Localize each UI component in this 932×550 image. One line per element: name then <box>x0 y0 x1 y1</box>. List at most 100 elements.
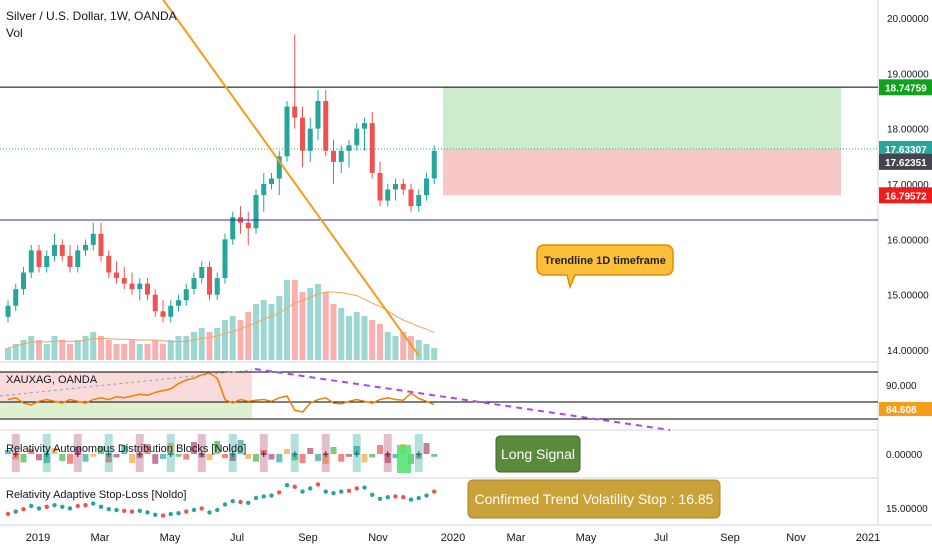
candle-body[interactable] <box>13 289 19 306</box>
volume-label: Vol <box>6 26 23 40</box>
candle-body[interactable] <box>269 178 274 184</box>
distribution-highlight <box>259 434 268 472</box>
candle-body[interactable] <box>98 233 104 256</box>
blocks-pane[interactable]: + + + + + + + + + + + + + + Relativity Autonomous Dis… <box>5 434 923 473</box>
candle-body[interactable] <box>276 156 282 179</box>
candle-body[interactable] <box>214 278 220 295</box>
stoploss-dot <box>300 489 305 494</box>
volume-bar <box>431 348 438 360</box>
distribution-block <box>36 454 42 461</box>
volume-bar <box>12 344 19 360</box>
trendline[interactable] <box>162 0 420 357</box>
volume-bar <box>245 312 252 360</box>
candle-body[interactable] <box>207 267 212 295</box>
candle-body[interactable] <box>75 250 81 267</box>
volatility-stop-badge[interactable]: Confirmed Trend Volatility Stop : 16.85 <box>467 479 721 519</box>
candle-body[interactable] <box>369 123 375 173</box>
distribution-highlight <box>104 434 113 472</box>
candle-body[interactable] <box>354 128 360 146</box>
candle-body[interactable] <box>114 272 119 279</box>
distribution-block <box>144 444 151 454</box>
candle-body[interactable] <box>191 278 197 290</box>
candle-body[interactable] <box>176 300 181 306</box>
signal-plus-icon: + <box>199 449 205 461</box>
signal-plus-icon: + <box>230 449 236 461</box>
candle-body[interactable] <box>90 233 96 245</box>
candle-body[interactable] <box>121 278 127 284</box>
main-pane[interactable] <box>0 0 878 360</box>
volume-bar <box>408 336 414 360</box>
candle-body[interactable] <box>52 244 57 256</box>
candle-body[interactable] <box>152 294 158 312</box>
stoploss-pane[interactable]: Relativity Adaptive Stop-Loss [Noldo] 15… <box>5 482 928 518</box>
candle-body[interactable] <box>424 178 429 196</box>
candle-body[interactable] <box>28 250 34 273</box>
candle-body[interactable] <box>393 184 398 190</box>
candle-body[interactable] <box>338 150 344 162</box>
candle-body[interactable] <box>331 150 336 162</box>
candle-body[interactable] <box>145 283 150 295</box>
long-signal-badge[interactable]: Long Signal <box>495 435 581 473</box>
candle-body[interactable] <box>230 217 236 240</box>
candle-body[interactable] <box>36 250 42 267</box>
stoploss-dot <box>106 507 111 512</box>
stoploss-dot <box>98 504 104 509</box>
distribution-block <box>5 450 11 454</box>
candle-body[interactable] <box>315 101 321 129</box>
volume-bar <box>67 344 73 360</box>
candle-body[interactable] <box>346 145 352 151</box>
candle-body[interactable] <box>137 283 143 290</box>
volume-bar <box>167 340 174 360</box>
candle-body[interactable] <box>284 106 290 157</box>
ratio-trendline[interactable] <box>254 368 671 431</box>
candle-body[interactable] <box>222 239 228 279</box>
candle-body[interactable] <box>261 184 267 196</box>
candle-body[interactable] <box>400 184 406 190</box>
volume-bar <box>299 292 306 360</box>
volume-bar <box>5 348 11 360</box>
candle-body[interactable] <box>183 289 189 301</box>
volume-bar <box>98 336 104 360</box>
volume-bar <box>144 344 151 360</box>
candles[interactable] <box>5 34 437 323</box>
trendline-callout[interactable]: Trendline 1D timeframe <box>536 244 674 290</box>
candle-body[interactable] <box>377 172 383 201</box>
stoploss-dot <box>52 503 57 508</box>
candle-body[interactable] <box>168 305 174 317</box>
candle-body[interactable] <box>199 267 205 279</box>
candle-body[interactable] <box>21 272 26 290</box>
distribution-block <box>152 454 159 464</box>
candle-body[interactable] <box>83 244 88 251</box>
candle-body[interactable] <box>307 128 313 151</box>
volume-bar <box>338 308 345 360</box>
candle-body[interactable] <box>362 123 367 129</box>
candle-body[interactable] <box>300 117 305 151</box>
ratio-pane[interactable]: XAUXAG, OANDA 90.000 84.608 <box>0 368 932 431</box>
candle-body[interactable] <box>67 255 73 267</box>
candle-body[interactable] <box>292 106 298 118</box>
candle-body[interactable] <box>129 283 135 290</box>
candle-body[interactable] <box>385 189 391 201</box>
candle-body[interactable] <box>416 195 422 207</box>
distribution-block <box>338 454 345 462</box>
volume-bars <box>5 280 438 360</box>
candle-body[interactable] <box>408 189 414 207</box>
candle-body[interactable] <box>245 222 251 229</box>
distribution-block <box>191 442 197 454</box>
candle-body[interactable] <box>253 195 259 229</box>
candle-body[interactable] <box>5 305 11 317</box>
candle-body[interactable] <box>323 101 329 151</box>
distribution-block <box>105 454 112 463</box>
candle-body[interactable] <box>106 255 112 273</box>
candle-body[interactable] <box>59 244 65 256</box>
distribution-highlight <box>11 434 20 472</box>
distribution-block <box>206 454 213 461</box>
long-signal-text: Long Signal <box>501 446 575 462</box>
price-tag-label: 17.62351 <box>885 158 927 169</box>
time-tick-label: Mar <box>91 532 110 544</box>
signal-plus-icon: + <box>416 449 422 461</box>
candle-body[interactable] <box>160 311 166 317</box>
candle-body[interactable] <box>44 255 50 267</box>
candle-body[interactable] <box>431 150 437 179</box>
